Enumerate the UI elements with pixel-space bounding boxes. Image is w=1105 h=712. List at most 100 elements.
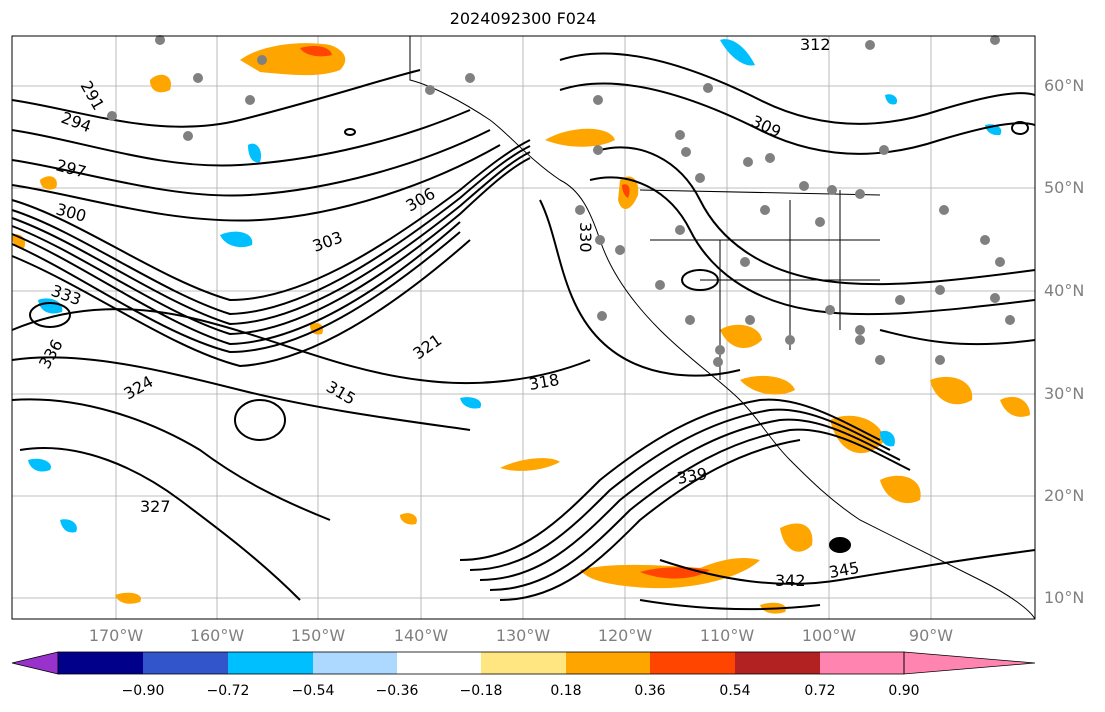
colorbar-extend-high [903,651,1036,675]
shade-positive [880,475,921,504]
station-dot [183,131,193,141]
contour-line [489,428,911,591]
shade-positive [400,513,417,525]
contour-label: 312 [800,35,831,54]
contour-line [659,549,1036,585]
contour-label: 330 [576,222,595,253]
contour-line [11,398,331,521]
colorbar-label: 0.72 [804,683,836,699]
lat-label: 60°N [1044,76,1085,95]
colorbar-segment [820,652,904,674]
station-dot [865,40,875,50]
lon-label: 170°W [88,626,144,645]
shade-negative [28,458,51,472]
lon-label: 100°W [801,626,857,645]
station-dot [257,55,267,65]
contour-line [11,221,461,346]
lat-label: 20°N [1044,486,1085,505]
colorbar-segment [58,652,143,674]
contour-closed [1011,121,1029,135]
shade-positive [115,592,141,604]
colorbar-segment [566,652,650,674]
shade-positive [500,458,560,471]
lon-label: 140°W [393,626,449,645]
lat-label: 50°N [1044,178,1085,197]
coastline [409,36,1036,620]
station-dot [743,157,753,167]
contour-line [539,199,741,377]
station-dot [785,335,795,345]
colorbar-segment [397,652,481,674]
station-dot [935,285,945,295]
shade-positive [40,176,57,190]
station-dot [855,325,865,335]
colorbar-label: −0.54 [291,683,335,699]
page-title: 2024092300 F024 [449,9,597,28]
station-dot [675,130,685,140]
lat-label: 30°N [1044,384,1085,403]
shade-positive [622,184,630,198]
station-dot [703,83,713,93]
shade-negative [220,231,253,248]
shade-positive [545,128,615,147]
lat-label: 40°N [1044,281,1085,300]
shade-negative [720,39,755,66]
station-dot [745,315,755,325]
station-dot [681,147,691,157]
contour-closed [344,128,356,136]
station-dot [597,311,607,321]
contour-line [639,599,821,611]
colorbar-segment [650,652,735,674]
station-dot [655,280,665,290]
contour-line [479,418,901,581]
station-dot [875,355,885,365]
station-dot [615,245,625,255]
contour-line [11,157,531,336]
station-dot [595,235,605,245]
contour-label: 342 [775,571,806,590]
contour-layer [11,52,1036,611]
shade-negative [248,143,262,163]
coastline-layer [409,36,1036,620]
station-dot [740,257,750,267]
colorbar-segment [143,652,228,674]
station-dot [939,205,949,215]
colorbar-label: −0.36 [375,683,419,699]
station-dot [760,205,770,215]
colorbar-outline [57,651,905,675]
map-frame [11,35,1036,620]
shade-positive [300,46,332,57]
contour-line [459,398,881,561]
station-dot [879,145,889,155]
shade-positive [150,74,171,93]
contour-label: 327 [140,497,171,516]
contour-line [19,447,301,601]
shade-negative [60,519,77,533]
station-dot [675,225,685,235]
contour-line [11,308,591,385]
contour-line [499,439,801,601]
shade-positive [720,324,762,349]
station-dot [799,181,809,191]
shade-positive [780,523,813,552]
colorbar-label: 0.18 [550,683,582,699]
contour-line [11,145,531,316]
colorbar [11,651,1036,675]
contour-line [11,239,471,368]
colorbar-label: −0.18 [459,683,503,699]
station-dot [895,295,905,305]
shade-negative [460,397,482,409]
contour-line [11,144,501,222]
contour-line [559,52,1036,125]
contour-line [11,231,461,354]
station-dot [815,217,825,227]
colorbar-segment [313,652,397,674]
station-dot [935,355,945,365]
state-border [639,189,881,380]
contour-line [11,356,471,431]
station-dot [107,111,117,121]
lon-label: 110°W [699,626,755,645]
contour-line [11,69,421,128]
contour-line [599,146,1036,286]
lon-label: 160°W [189,626,245,645]
